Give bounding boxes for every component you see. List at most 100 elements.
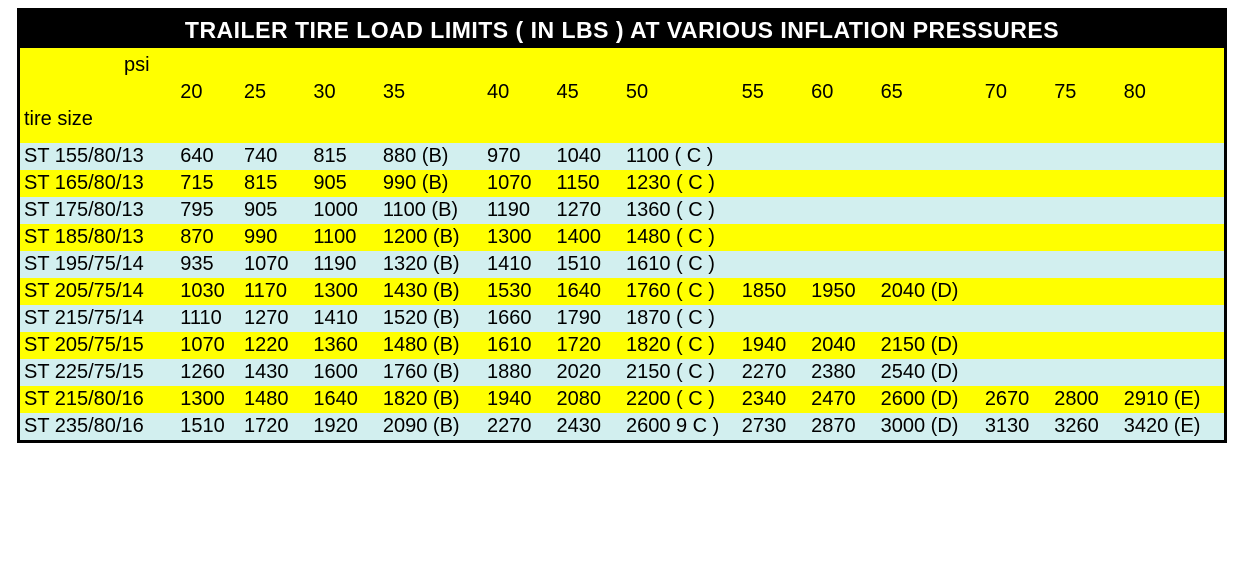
load-cell: 1480 ( C ): [622, 224, 738, 251]
load-cell: 1720: [553, 332, 622, 359]
table-title: TRAILER TIRE LOAD LIMITS ( IN LBS ) AT V…: [20, 11, 1224, 48]
load-cell: 1190: [309, 251, 378, 278]
load-cell: [738, 251, 807, 278]
load-cell: 1640: [553, 278, 622, 305]
load-cell: 1100 ( C ): [622, 143, 738, 170]
load-cell: 990: [240, 224, 309, 251]
psi-col: 60: [807, 79, 876, 106]
psi-label: psi: [20, 52, 176, 79]
load-cell: 2340: [738, 386, 807, 413]
table-row: ST 225/75/151260143016001760 (B)18802020…: [20, 359, 1224, 386]
psi-col: 70: [981, 79, 1050, 106]
load-cell: 2020: [553, 359, 622, 386]
load-cell: 1070: [176, 332, 240, 359]
load-cell: 1520 (B): [379, 305, 483, 332]
load-cell: 1150: [553, 170, 622, 197]
load-cell: 1760 ( C ): [622, 278, 738, 305]
load-cell: 1300: [176, 386, 240, 413]
load-cell: 815: [240, 170, 309, 197]
load-cell: 1880: [483, 359, 552, 386]
load-cell: 1410: [483, 251, 552, 278]
load-cell: 1000: [309, 197, 378, 224]
load-cell: 1070: [483, 170, 552, 197]
tiresize-label: tire size: [20, 106, 176, 133]
load-cell: [877, 197, 981, 224]
table-row: ST 205/75/141030117013001430 (B)15301640…: [20, 278, 1224, 305]
psi-col: 55: [738, 79, 807, 106]
load-cell: 1820 ( C ): [622, 332, 738, 359]
load-cell: 990 (B): [379, 170, 483, 197]
load-cell: [1120, 170, 1224, 197]
load-cell: [981, 359, 1050, 386]
load-cell: 1850: [738, 278, 807, 305]
load-cell: 1030: [176, 278, 240, 305]
load-cell: [877, 143, 981, 170]
load-cell: 1870 ( C ): [622, 305, 738, 332]
load-cell: 1660: [483, 305, 552, 332]
load-cell: 1940: [738, 332, 807, 359]
load-cell: [807, 224, 876, 251]
tire-load-table: TRAILER TIRE LOAD LIMITS ( IN LBS ) AT V…: [17, 8, 1227, 443]
load-cell: [1120, 197, 1224, 224]
load-cell: [1120, 305, 1224, 332]
load-cell: 2670: [981, 386, 1050, 413]
load-cell: 1610: [483, 332, 552, 359]
load-cell: 1270: [240, 305, 309, 332]
load-cell: 905: [309, 170, 378, 197]
load-cell: 1510: [553, 251, 622, 278]
load-cell: 1760 (B): [379, 359, 483, 386]
load-cell: 640: [176, 143, 240, 170]
load-cell: [1120, 251, 1224, 278]
load-cell: [981, 305, 1050, 332]
psi-col: 65: [877, 79, 981, 106]
load-cell: [1050, 197, 1119, 224]
load-cell: 795: [176, 197, 240, 224]
load-cell: 1320 (B): [379, 251, 483, 278]
load-cell: 970: [483, 143, 552, 170]
load-cell: 2040 (D): [877, 278, 981, 305]
load-cell: [738, 170, 807, 197]
load-cell: 2910 (E): [1120, 386, 1224, 413]
load-cell: 1360 ( C ): [622, 197, 738, 224]
tire-size-cell: ST 165/80/13: [20, 170, 176, 197]
tire-size-cell: ST 195/75/14: [20, 251, 176, 278]
load-cell: 1510: [176, 413, 240, 440]
load-cell: 1720: [240, 413, 309, 440]
psi-col: 75: [1050, 79, 1119, 106]
load-cell: 1430: [240, 359, 309, 386]
load-cell: 2730: [738, 413, 807, 440]
load-cell: 1110: [176, 305, 240, 332]
load-cell: 1480: [240, 386, 309, 413]
load-cell: 2150 (D): [877, 332, 981, 359]
load-cell: [1050, 224, 1119, 251]
tire-size-cell: ST 215/75/14: [20, 305, 176, 332]
load-cell: 1260: [176, 359, 240, 386]
load-cell: [1050, 143, 1119, 170]
load-cell: [877, 224, 981, 251]
table-row: ST 195/75/14935107011901320 (B)141015101…: [20, 251, 1224, 278]
psi-col: 40: [483, 79, 552, 106]
psi-col: 35: [379, 79, 483, 106]
load-cell: 1360: [309, 332, 378, 359]
load-cell: 1070: [240, 251, 309, 278]
load-cell: 2150 ( C ): [622, 359, 738, 386]
load-cell: [1050, 332, 1119, 359]
load-cell: 1820 (B): [379, 386, 483, 413]
load-cell: [1120, 143, 1224, 170]
load-cell: 1300: [483, 224, 552, 251]
table-row: ST 235/80/161510172019202090 (B)22702430…: [20, 413, 1224, 440]
table-row: ST 155/80/13640740815880 (B)97010401100 …: [20, 143, 1224, 170]
tire-size-cell: ST 225/75/15: [20, 359, 176, 386]
load-cell: 1220: [240, 332, 309, 359]
load-cell: 905: [240, 197, 309, 224]
load-cell: 740: [240, 143, 309, 170]
table-row: ST 205/75/151070122013601480 (B)16101720…: [20, 332, 1224, 359]
psi-values-row: 20253035404550556065707580: [20, 79, 1224, 106]
load-cell: 1100 (B): [379, 197, 483, 224]
load-cell: 3420 (E): [1120, 413, 1224, 440]
load-cell: 1230 ( C ): [622, 170, 738, 197]
load-cell: [738, 224, 807, 251]
tire-size-cell: ST 215/80/16: [20, 386, 176, 413]
psi-col: 50: [622, 79, 738, 106]
load-cell: 2430: [553, 413, 622, 440]
